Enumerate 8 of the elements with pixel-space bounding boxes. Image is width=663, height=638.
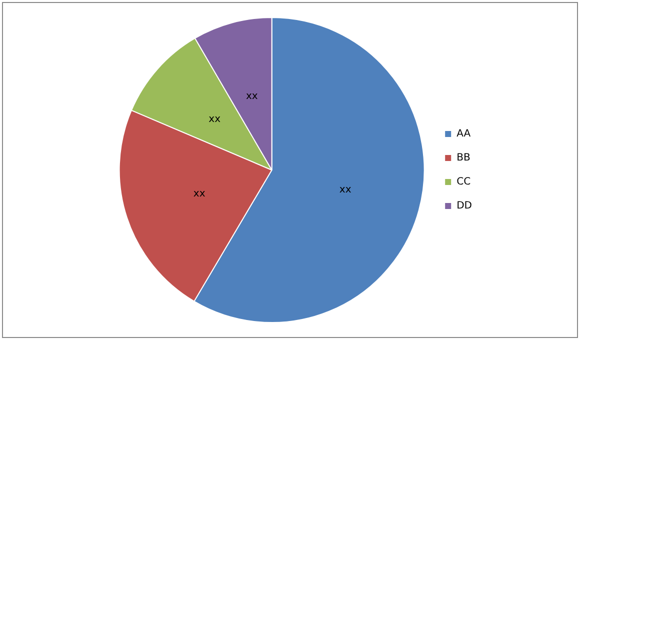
legend-label: CC: [456, 176, 471, 188]
data-label: xx: [193, 188, 206, 200]
data-label: xx: [208, 114, 221, 126]
legend-label: AA: [456, 128, 471, 140]
data-label: xx: [339, 184, 352, 196]
data-label: xx: [246, 90, 258, 102]
legend-label: DD: [456, 200, 472, 212]
legend-label: BB: [456, 152, 470, 164]
